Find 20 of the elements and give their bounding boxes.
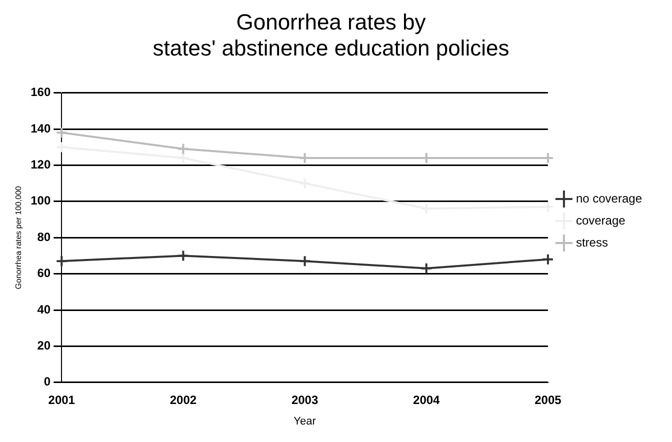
x-tick-label: 2002 <box>170 392 197 407</box>
x-tick-label: 2005 <box>534 392 562 407</box>
x-tick-label: 2003 <box>291 392 318 407</box>
y-tick-label: 160 <box>30 85 51 100</box>
legend-label: no coverage <box>576 191 642 206</box>
x-axis-title: Year <box>294 415 316 428</box>
y-tick-label: 60 <box>37 266 51 280</box>
y-tick-label: 80 <box>37 230 51 244</box>
legend-label: coverage <box>576 213 626 228</box>
y-axis-title: Gonorrhea rates per 100,000 <box>14 185 24 290</box>
y-tick-label: 0 <box>44 374 51 389</box>
x-tick-label: 2004 <box>413 392 440 407</box>
y-tick-label: 20 <box>37 338 51 353</box>
y-tick-label: 100 <box>30 194 51 208</box>
y-tick-label: 140 <box>30 121 51 136</box>
chart-title: Gonorrhea rates by states' abstinence education policies <box>152 9 510 61</box>
y-tick-label: 120 <box>30 158 51 172</box>
y-tick-label: 40 <box>37 302 51 316</box>
x-tick-label: 2001 <box>48 392 76 407</box>
legend-label: stress <box>576 235 608 250</box>
